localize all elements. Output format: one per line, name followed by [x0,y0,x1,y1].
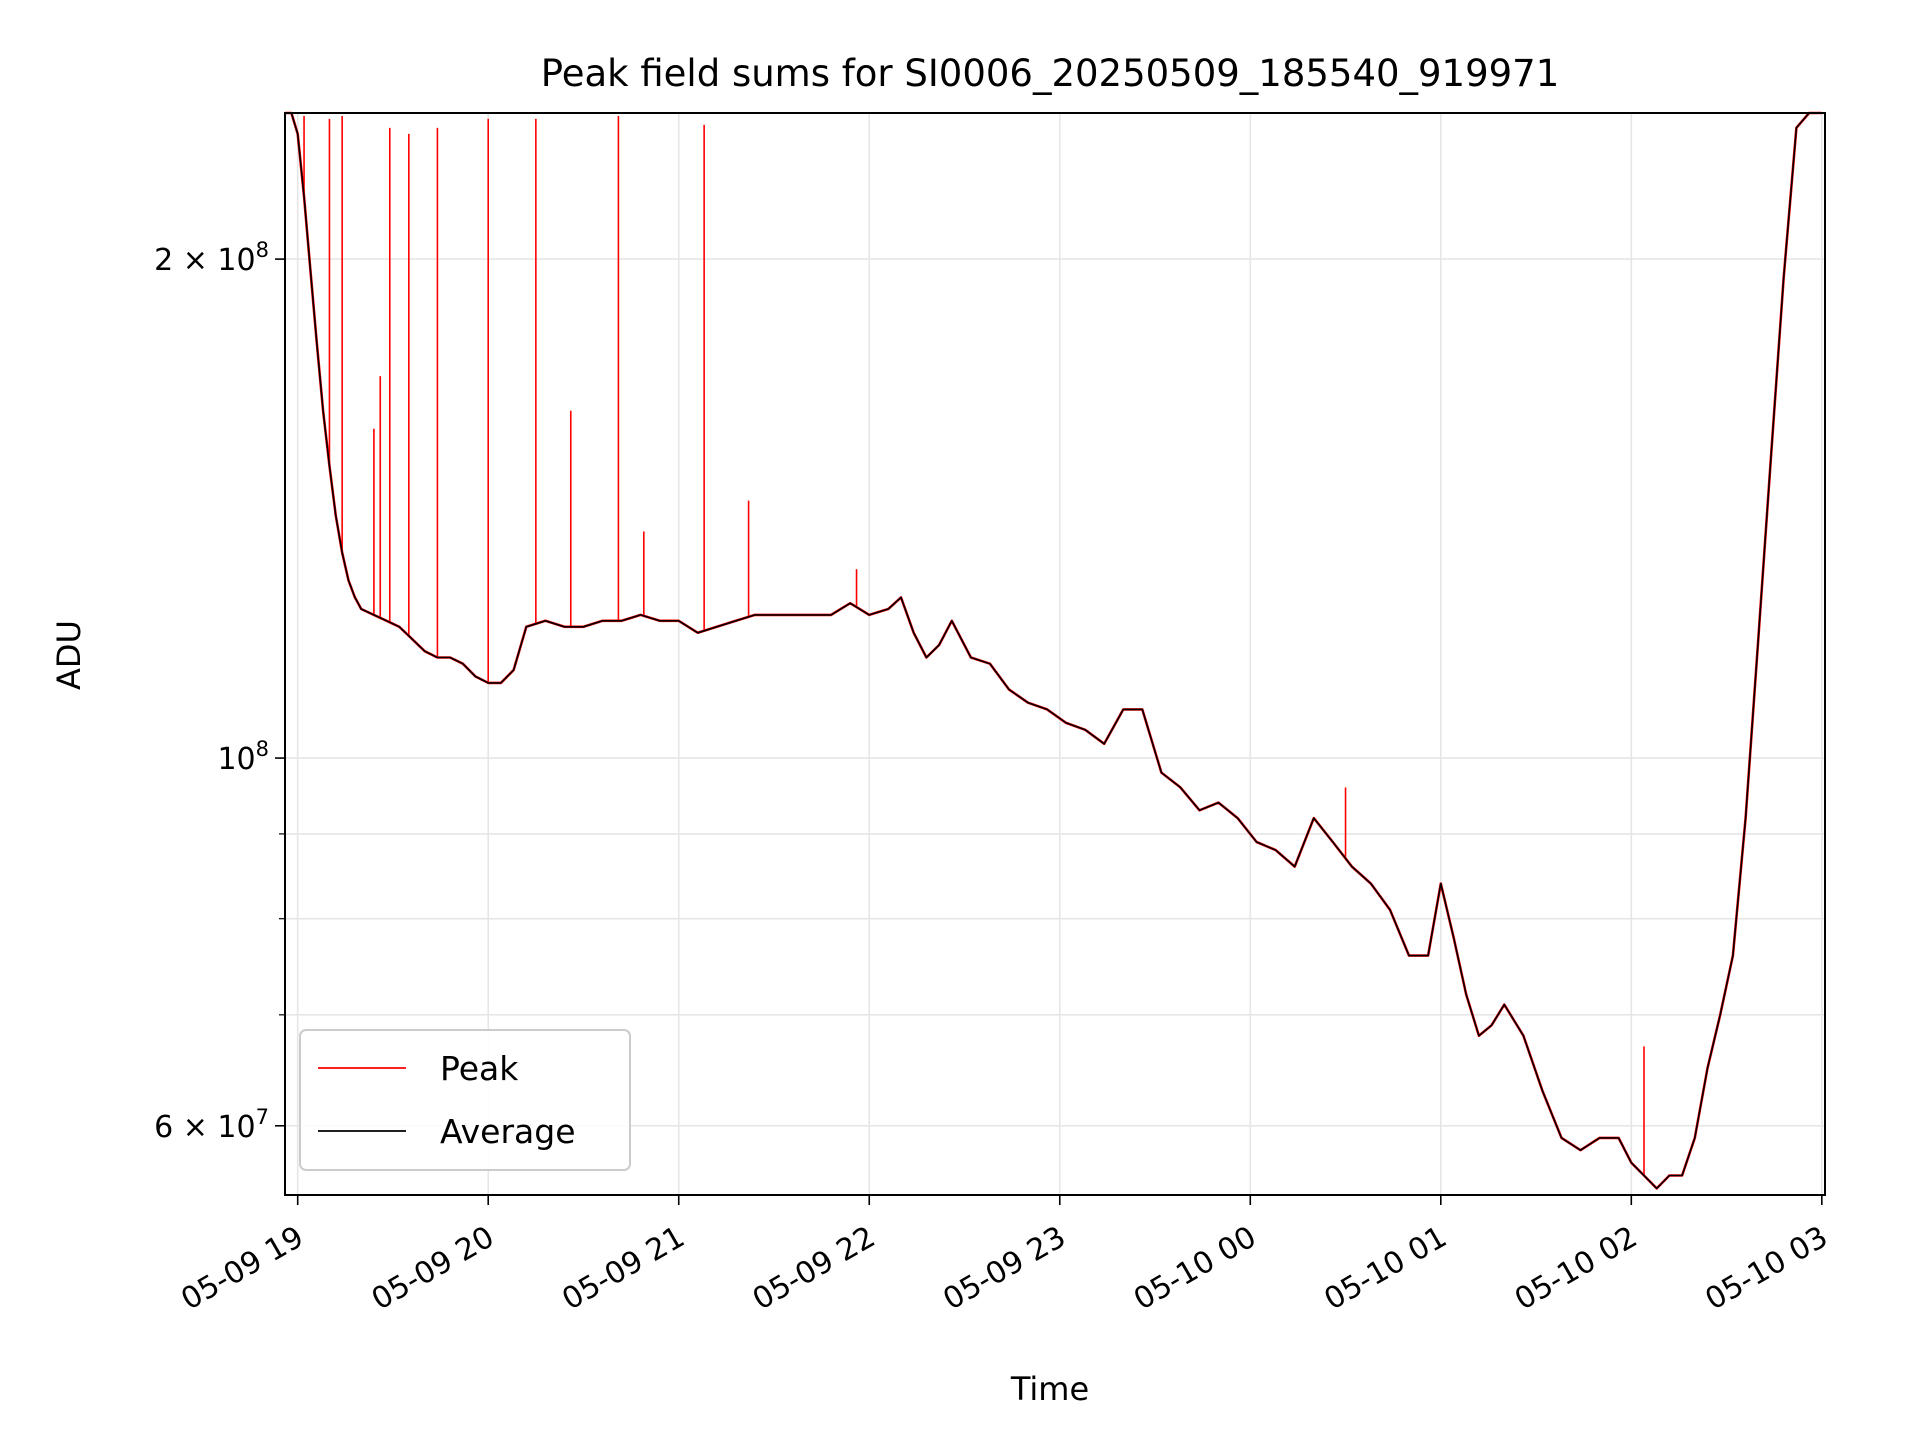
average-series-line [285,112,1822,1190]
legend-box [299,1029,631,1171]
chart-title: Peak field sums for SI0006_20250509_1855… [541,52,1560,95]
y-tick-label: 6 × 107 [154,1105,269,1145]
y-axis-label: ADU [50,620,88,690]
y-tick-label: 2 × 108 [154,238,269,278]
x-axis-label: Time [1010,1370,1089,1408]
grid [285,113,1825,1195]
legend-label-average: Average [440,1112,576,1151]
legend: Peak Average [299,1029,631,1171]
y-tick-label: 108 [217,737,269,777]
y-axis: 6 × 107 108 2 × 108 [154,238,285,1145]
plot-series [285,111,1822,1190]
plot-frame [284,112,1826,1196]
legend-label-peak: Peak [440,1049,519,1088]
